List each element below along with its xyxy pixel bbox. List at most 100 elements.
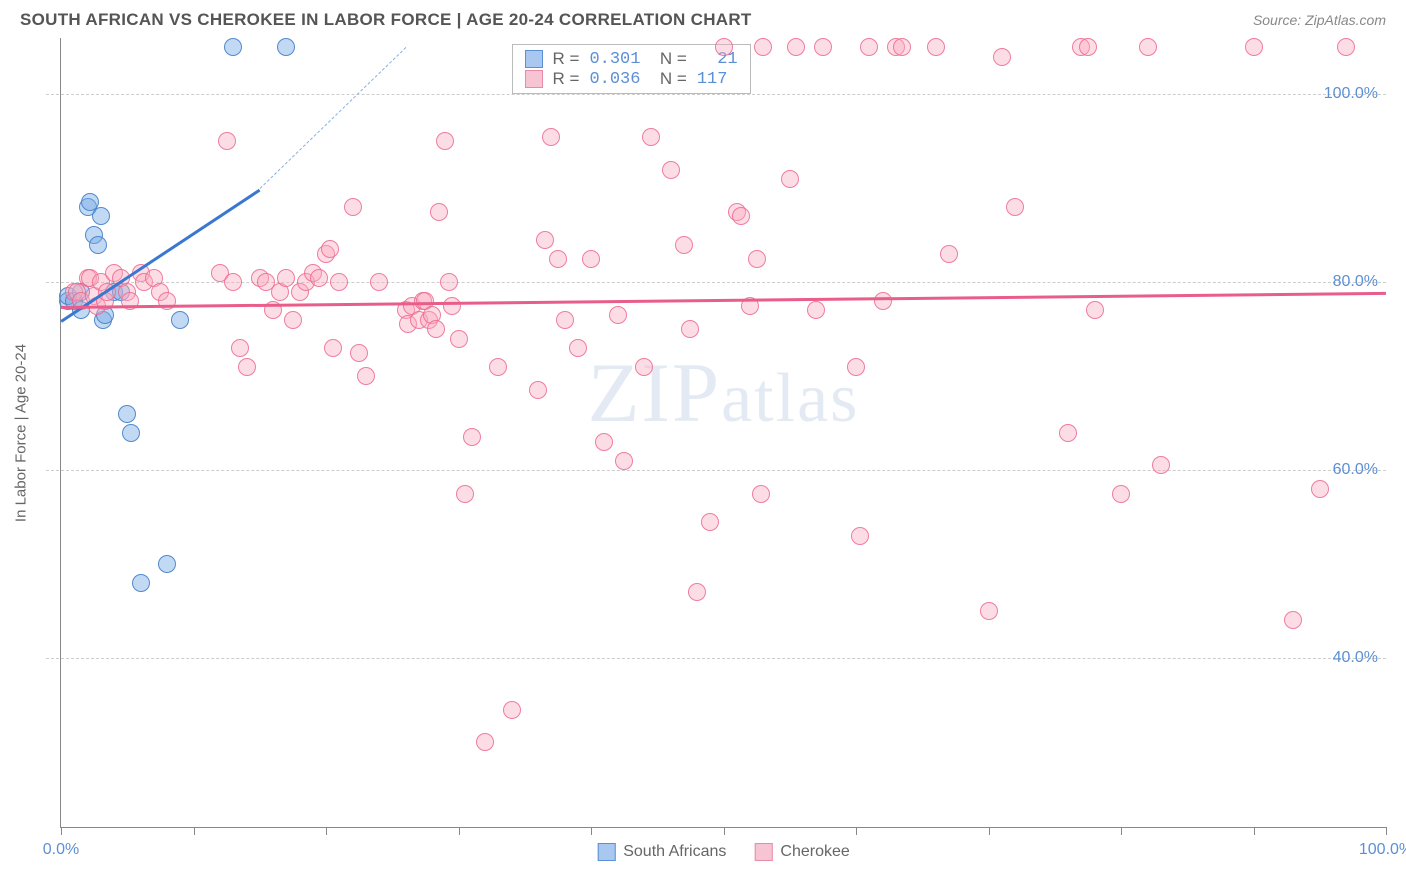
x-tick-mark	[459, 827, 460, 835]
data-point	[582, 250, 600, 268]
y-tick-label: 60.0%	[1333, 461, 1378, 479]
x-tick-label: 0.0%	[43, 841, 79, 859]
data-point	[675, 236, 693, 254]
watermark-text: ZIPatlas	[588, 344, 860, 442]
data-point	[456, 485, 474, 503]
x-tick-mark	[194, 827, 195, 835]
n-label: N =	[650, 69, 686, 89]
x-tick-label: 100.0%	[1359, 841, 1406, 859]
data-point	[688, 583, 706, 601]
data-point	[807, 301, 825, 319]
data-point	[284, 311, 302, 329]
chart-header: SOUTH AFRICAN VS CHEROKEE IN LABOR FORCE…	[0, 0, 1406, 38]
y-tick-label: 100.0%	[1324, 85, 1378, 103]
data-point	[732, 207, 750, 225]
data-point	[635, 358, 653, 376]
data-point	[277, 38, 295, 56]
x-tick-mark	[1386, 827, 1387, 835]
data-point	[851, 527, 869, 545]
data-point	[92, 207, 110, 225]
data-point	[443, 297, 461, 315]
data-point	[231, 339, 249, 357]
x-tick-mark	[1254, 827, 1255, 835]
data-point	[615, 452, 633, 470]
y-axis-label: In Labor Force | Age 20-24	[13, 343, 30, 521]
data-point	[1139, 38, 1157, 56]
data-point	[662, 161, 680, 179]
data-point	[171, 311, 189, 329]
y-tick-label: 80.0%	[1333, 273, 1378, 291]
data-point	[357, 367, 375, 385]
data-point	[1311, 480, 1329, 498]
legend-item-series2: Cherokee	[754, 843, 849, 861]
data-point	[542, 128, 560, 146]
data-point	[1079, 38, 1097, 56]
data-point	[430, 203, 448, 221]
stats-row-series2: R = 0.036 N = 117	[525, 69, 738, 89]
data-point	[752, 485, 770, 503]
data-point	[536, 231, 554, 249]
data-point	[350, 344, 368, 362]
data-point	[324, 339, 342, 357]
data-point	[927, 38, 945, 56]
data-point	[89, 236, 107, 254]
r-value-series2: 0.036	[589, 70, 640, 89]
data-point	[489, 358, 507, 376]
legend-label-series2: Cherokee	[780, 843, 849, 861]
data-point	[701, 513, 719, 531]
data-point	[609, 306, 627, 324]
data-point	[310, 269, 328, 287]
legend-swatch-pink-icon	[525, 70, 543, 88]
data-point	[450, 330, 468, 348]
data-point	[436, 132, 454, 150]
x-tick-mark	[61, 827, 62, 835]
data-point	[754, 38, 772, 56]
data-point	[748, 250, 766, 268]
chart-title: SOUTH AFRICAN VS CHEROKEE IN LABOR FORCE…	[20, 10, 752, 30]
x-tick-mark	[856, 827, 857, 835]
data-point	[681, 320, 699, 338]
data-point	[503, 701, 521, 719]
data-point	[122, 424, 140, 442]
data-point	[238, 358, 256, 376]
data-point	[549, 250, 567, 268]
stats-row-series1: R = 0.301 N = 21	[525, 49, 738, 69]
data-point	[980, 602, 998, 620]
data-point	[132, 574, 150, 592]
data-point	[1086, 301, 1104, 319]
data-point	[1059, 424, 1077, 442]
data-point	[440, 273, 458, 291]
data-point	[277, 269, 295, 287]
n-label: N =	[650, 49, 686, 69]
data-point	[847, 358, 865, 376]
trend-line	[61, 292, 1386, 309]
trend-line	[259, 48, 405, 190]
x-tick-mark	[1121, 827, 1122, 835]
r-value-series1: 0.301	[589, 50, 640, 69]
data-point	[330, 273, 348, 291]
data-point	[595, 433, 613, 451]
legend-item-series1: South Africans	[597, 843, 726, 861]
data-point	[814, 38, 832, 56]
data-point	[370, 273, 388, 291]
legend-bottom: South Africans Cherokee	[597, 843, 850, 861]
data-point	[427, 320, 445, 338]
grid-line	[46, 470, 1386, 471]
x-tick-mark	[326, 827, 327, 835]
source-attribution: Source: ZipAtlas.com	[1253, 12, 1386, 28]
data-point	[158, 555, 176, 573]
data-point	[893, 38, 911, 56]
legend-swatch-blue-icon	[525, 50, 543, 68]
data-point	[1284, 611, 1302, 629]
data-point	[476, 733, 494, 751]
x-tick-mark	[591, 827, 592, 835]
data-point	[940, 245, 958, 263]
legend-swatch-blue-icon	[597, 843, 615, 861]
legend-label-series1: South Africans	[623, 843, 726, 861]
data-point	[463, 428, 481, 446]
data-point	[321, 240, 339, 258]
r-label: R =	[553, 69, 580, 89]
legend-swatch-pink-icon	[754, 843, 772, 861]
data-point	[218, 132, 236, 150]
y-tick-label: 40.0%	[1333, 649, 1378, 667]
